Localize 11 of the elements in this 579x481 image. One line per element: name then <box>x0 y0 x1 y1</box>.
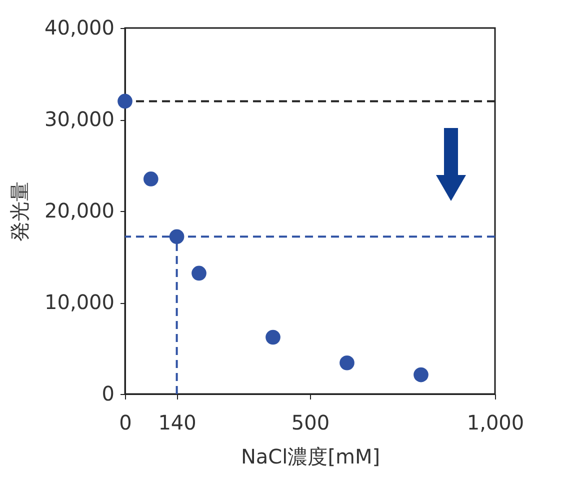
y-tick-label: 30,000 <box>44 107 114 131</box>
y-tick-label: 0 <box>102 382 114 406</box>
y-axis-title: 発光量 <box>8 182 32 242</box>
x-tick-label: 500 <box>291 410 330 434</box>
x-tick-label: 1,000 <box>466 410 524 434</box>
x-tick-label: 140 <box>158 410 196 434</box>
x-tick-label: 0 <box>119 410 132 434</box>
y-tick-label: 20,000 <box>44 198 114 222</box>
y-tick-label: 40,000 <box>44 16 114 40</box>
x-axis-title: NaCl濃度[mM] <box>240 444 380 468</box>
y-tick-label: 10,000 <box>44 290 114 314</box>
